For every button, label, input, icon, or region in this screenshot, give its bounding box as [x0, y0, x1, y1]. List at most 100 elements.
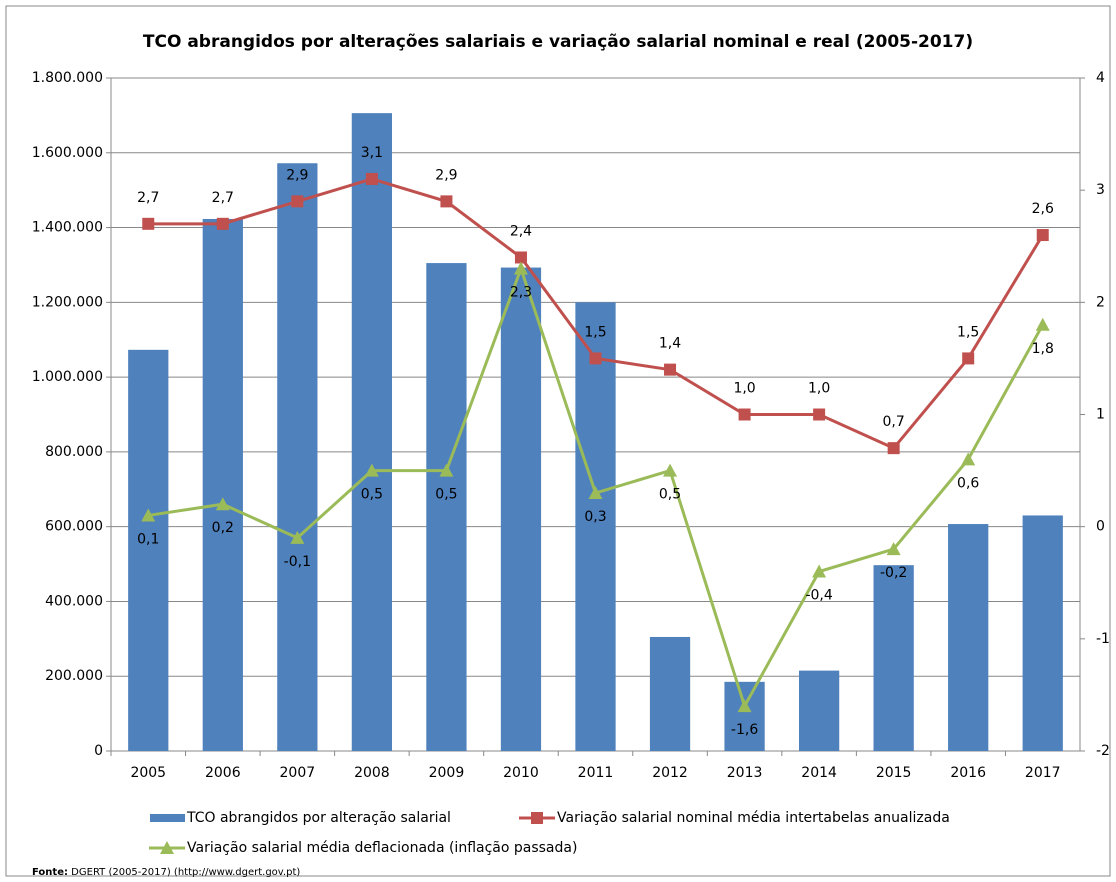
x-tick-label: 2012 — [652, 765, 688, 781]
data-label: 1,5 — [584, 324, 606, 340]
x-tick-label: 2015 — [876, 765, 912, 781]
marker — [663, 463, 678, 477]
y-tick-label: 0 — [94, 743, 103, 759]
bar — [128, 349, 169, 751]
marker — [887, 442, 900, 455]
data-label: 1,8 — [1032, 341, 1054, 357]
data-label: 0,5 — [361, 487, 383, 503]
bar — [500, 267, 542, 751]
marker — [961, 452, 976, 466]
x-tick-label: 2008 — [354, 765, 390, 781]
legend-label: Variação salarial nominal média intertab… — [557, 810, 950, 826]
data-label: 2,7 — [137, 190, 159, 206]
data-label: 0,1 — [137, 531, 159, 547]
data-label: 0,2 — [212, 520, 234, 536]
data-label: 2,9 — [286, 167, 308, 183]
bar — [724, 681, 765, 751]
bar — [649, 636, 691, 751]
data-label: 0,3 — [584, 509, 606, 525]
bar — [426, 263, 467, 751]
data-label: 1,0 — [733, 381, 755, 397]
y2-tick-label: -2 — [1096, 743, 1110, 759]
y-tick-label: 800.000 — [45, 444, 103, 460]
data-label: 2,9 — [435, 167, 457, 183]
y-tick-label: 200.000 — [45, 668, 103, 684]
marker — [1035, 317, 1050, 331]
marker — [215, 497, 230, 511]
chart-title: TCO abrangidos por alterações salariais … — [143, 32, 973, 52]
data-label: -0,2 — [880, 565, 907, 581]
data-label: 0,7 — [883, 414, 905, 430]
source-text: DGERT (2005-2017) (http://www.dgert.gov.… — [71, 867, 300, 878]
x-tick-label: 2017 — [1025, 765, 1061, 781]
y-tick-label: 1.400.000 — [32, 220, 103, 236]
marker — [738, 408, 751, 421]
chart-frame — [5, 5, 1111, 877]
data-label: 1,4 — [659, 336, 681, 352]
data-label: -1,6 — [731, 722, 758, 738]
x-tick-label: 2010 — [503, 765, 539, 781]
data-label: 1,5 — [957, 324, 979, 340]
data-label: -0,1 — [284, 554, 311, 570]
x-tick-label: 2014 — [801, 765, 837, 781]
marker — [439, 463, 454, 477]
bar — [798, 670, 840, 751]
marker — [886, 542, 901, 556]
data-label: 0,5 — [659, 487, 681, 503]
legend-label: TCO abrangidos por alteração salarial — [186, 810, 451, 826]
data-label: 2,6 — [1032, 201, 1054, 217]
marker — [141, 508, 156, 522]
bar — [277, 163, 318, 751]
marker — [514, 251, 527, 264]
marker — [737, 699, 752, 713]
bar — [873, 565, 914, 751]
marker — [813, 408, 826, 421]
y-tick-label: 1.800.000 — [32, 70, 103, 86]
x-tick-label: 2011 — [578, 765, 614, 781]
marker — [290, 530, 305, 544]
marker — [812, 564, 827, 578]
y-tick-label: 1.200.000 — [32, 294, 103, 310]
bar — [575, 302, 616, 751]
data-label: 0,6 — [957, 475, 979, 491]
y2-tick-label: 0 — [1096, 519, 1105, 535]
x-tick-label: 2007 — [280, 765, 316, 781]
y-tick-label: 600.000 — [45, 519, 103, 535]
marker — [588, 486, 603, 500]
legend-marker — [531, 812, 543, 824]
data-label: 2,3 — [510, 285, 532, 301]
data-label: 0,5 — [435, 487, 457, 503]
data-label: 3,1 — [361, 145, 383, 161]
y2-tick-label: 4 — [1096, 70, 1105, 86]
y2-tick-label: -1 — [1096, 631, 1110, 647]
legend-label: Variação salarial média deflacionada (in… — [187, 840, 577, 856]
x-tick-label: 2016 — [950, 765, 986, 781]
legend-marker — [160, 841, 174, 854]
data-label: 2,4 — [510, 223, 532, 239]
y2-tick-label: 2 — [1096, 294, 1105, 310]
bar — [948, 524, 989, 751]
x-tick-label: 2009 — [429, 765, 465, 781]
y-tick-label: 1.000.000 — [32, 369, 103, 385]
marker — [142, 217, 155, 230]
bar — [202, 218, 243, 751]
y2-tick-label: 1 — [1096, 407, 1105, 423]
bar — [351, 113, 393, 751]
marker — [513, 261, 528, 275]
y-tick-label: 1.600.000 — [32, 145, 103, 161]
marker — [589, 352, 602, 365]
x-tick-label: 2006 — [205, 765, 241, 781]
y2-tick-label: 3 — [1096, 182, 1105, 198]
source: Fonte: DGERT (2005-2017) (http://www.dge… — [32, 867, 300, 878]
marker — [291, 195, 304, 208]
marker — [364, 463, 379, 477]
marker — [1036, 229, 1049, 242]
x-tick-label: 2005 — [130, 765, 166, 781]
marker — [365, 172, 378, 185]
data-label: 2,7 — [212, 190, 234, 206]
marker — [216, 217, 229, 230]
x-tick-label: 2013 — [727, 765, 763, 781]
data-label: 1,0 — [808, 381, 830, 397]
marker — [664, 363, 677, 376]
